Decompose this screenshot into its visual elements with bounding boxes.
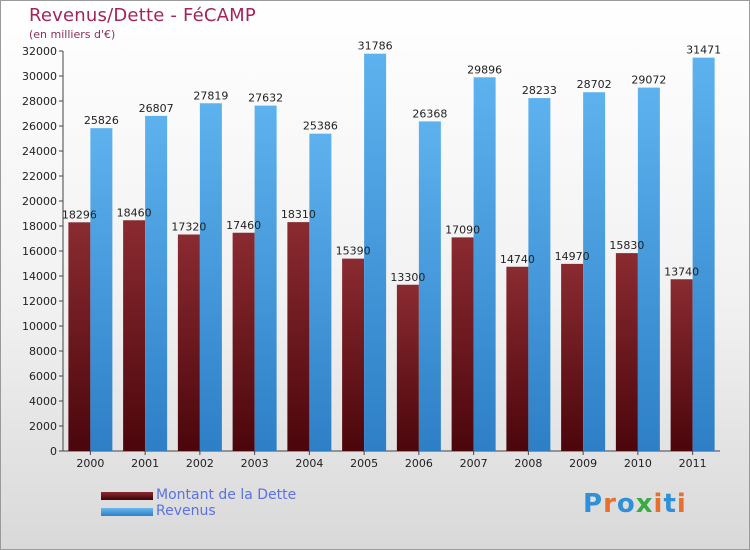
x-tick-label: 2009 [569, 457, 597, 470]
y-tick-label: 14000 [22, 270, 57, 283]
y-tick-label: 4000 [29, 395, 57, 408]
value-label-revenus-2011: 31471 [686, 44, 721, 57]
proxiti-logo: Proxiti [583, 489, 687, 519]
legend-swatch-dette [101, 492, 153, 500]
bar-revenus-2006 [418, 121, 441, 452]
value-label-revenus-2006: 26368 [412, 107, 447, 120]
value-label-revenus-2005: 31786 [358, 40, 393, 53]
value-label-dette-2008: 14740 [500, 253, 535, 266]
y-tick-label: 28000 [22, 95, 57, 108]
x-tick-label: 2006 [405, 457, 433, 470]
bar-revenus-2004 [309, 133, 332, 452]
bar-dette-2002 [177, 234, 200, 451]
bar-dette-2000 [68, 222, 91, 451]
value-label-revenus-2002: 27819 [193, 89, 228, 102]
value-label-revenus-2001: 26807 [139, 102, 174, 115]
bar-revenus-2009 [583, 92, 606, 451]
y-tick-label: 0 [50, 445, 57, 458]
x-tick-label: 2008 [514, 457, 542, 470]
bar-dette-2010 [615, 253, 638, 451]
value-label-dette-2001: 18460 [117, 206, 152, 219]
bar-revenus-2011 [692, 57, 715, 452]
value-label-dette-2009: 14970 [555, 250, 590, 263]
value-label-revenus-2004: 25386 [303, 120, 338, 133]
y-tick-label: 24000 [22, 145, 57, 158]
value-label-dette-2007: 17090 [445, 223, 480, 236]
bar-revenus-2000 [90, 128, 113, 452]
value-label-dette-2002: 17320 [171, 221, 206, 234]
bar-dette-2004 [287, 222, 310, 451]
y-tick-label: 6000 [29, 370, 57, 383]
value-label-dette-2000: 18296 [62, 208, 97, 221]
logo-letter: x [635, 489, 654, 519]
x-tick-label: 2011 [679, 457, 707, 470]
bar-revenus-2010 [637, 87, 660, 451]
logo-letter: r [603, 489, 617, 519]
x-tick-label: 2007 [460, 457, 488, 470]
bar-dette-2008 [506, 266, 529, 451]
y-tick-label: 26000 [22, 120, 57, 133]
logo-letter: o [616, 489, 636, 519]
bar-dette-2009 [561, 263, 584, 451]
chart-subtitle: (en milliers d'€) [29, 28, 116, 41]
value-label-revenus-2000: 25826 [84, 114, 119, 127]
y-tick-label: 30000 [22, 70, 57, 83]
y-tick-label: 16000 [22, 245, 57, 258]
value-label-dette-2005: 15390 [336, 245, 371, 258]
bar-revenus-2005 [364, 53, 387, 452]
logo-letter: i [653, 489, 664, 519]
y-tick-label: 18000 [22, 220, 57, 233]
value-label-revenus-2003: 27632 [248, 92, 283, 105]
chart-title: Revenus/Dette - FéCAMP [29, 5, 256, 26]
x-tick-label: 2000 [76, 457, 104, 470]
value-label-dette-2004: 18310 [281, 208, 316, 221]
bar-dette-2003 [232, 232, 255, 451]
bar-revenus-2001 [145, 115, 168, 451]
y-tick-label: 12000 [22, 295, 57, 308]
y-tick-label: 10000 [22, 320, 57, 333]
value-label-dette-2006: 13300 [390, 271, 425, 284]
x-tick-label: 2002 [186, 457, 214, 470]
bar-dette-2006 [396, 284, 419, 451]
bar-revenus-2002 [199, 103, 222, 451]
value-label-revenus-2009: 28702 [577, 78, 612, 91]
legend-label-dette: Montant de la Dette [156, 487, 297, 503]
y-tick-label: 22000 [22, 170, 57, 183]
x-tick-label: 2004 [295, 457, 323, 470]
x-tick-label: 2005 [350, 457, 378, 470]
legend-swatch-revenus [101, 508, 153, 516]
y-tick-label: 32000 [22, 45, 57, 58]
x-tick-label: 2010 [624, 457, 652, 470]
legend-label-revenus: Revenus [156, 503, 216, 519]
logo-letter: t [663, 489, 677, 519]
value-label-revenus-2008: 28233 [522, 84, 557, 97]
y-tick-label: 20000 [22, 195, 57, 208]
value-label-dette-2003: 17460 [226, 219, 261, 232]
logo-letter: P [583, 489, 604, 519]
bar-dette-2005 [342, 258, 365, 451]
bar-revenus-2003 [254, 105, 277, 451]
bar-dette-2011 [670, 279, 693, 451]
value-label-revenus-2010: 29072 [631, 74, 666, 87]
y-tick-label: 8000 [29, 345, 57, 358]
x-tick-label: 2003 [241, 457, 269, 470]
bar-revenus-2008 [528, 98, 551, 452]
value-label-dette-2011: 13740 [664, 265, 699, 278]
bar-dette-2001 [123, 220, 146, 451]
y-tick-label: 2000 [29, 420, 57, 433]
bar-dette-2007 [451, 237, 474, 451]
logo-letter: i [676, 489, 687, 519]
x-tick-label: 2001 [131, 457, 159, 470]
value-label-dette-2010: 15830 [609, 239, 644, 252]
value-label-revenus-2007: 29896 [467, 63, 502, 76]
bar-revenus-2007 [473, 77, 496, 452]
